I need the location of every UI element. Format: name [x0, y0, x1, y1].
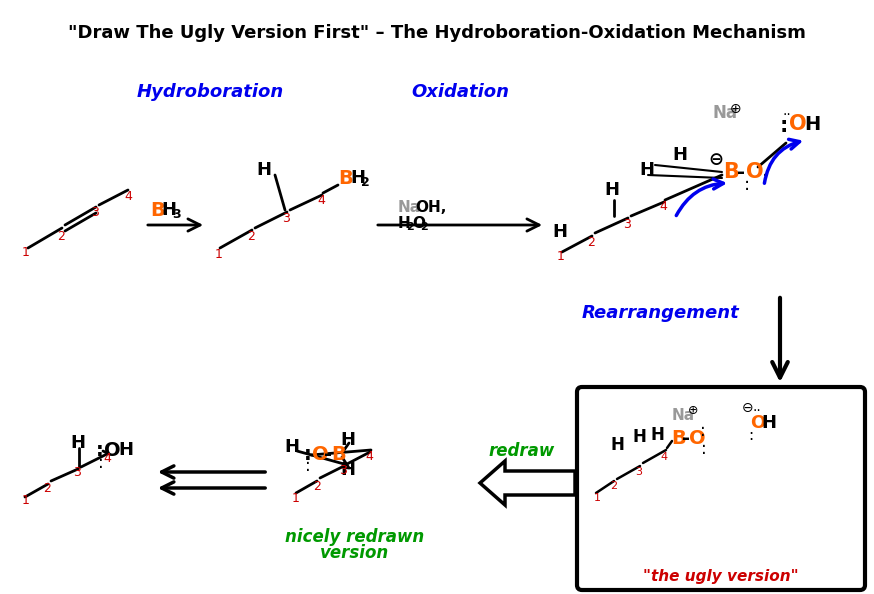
- Text: -: -: [324, 444, 332, 463]
- Text: 4: 4: [659, 201, 667, 213]
- Text: 2: 2: [43, 482, 51, 494]
- Text: :: :: [700, 422, 705, 440]
- Text: H: H: [651, 426, 665, 444]
- Text: :: :: [744, 176, 750, 194]
- Text: H: H: [605, 181, 620, 199]
- Text: :: :: [304, 444, 312, 463]
- Text: H: H: [341, 431, 356, 449]
- Text: OH,: OH,: [415, 201, 447, 216]
- Text: 2: 2: [247, 230, 255, 244]
- Text: 3: 3: [635, 467, 642, 477]
- Text: :: :: [98, 454, 104, 472]
- Text: H: H: [632, 428, 646, 446]
- Text: 2: 2: [610, 481, 617, 491]
- Text: ⊕: ⊕: [730, 102, 742, 116]
- Text: O: O: [746, 162, 764, 182]
- Text: ⊖: ⊖: [708, 151, 723, 169]
- Text: 2: 2: [420, 222, 427, 232]
- Text: 3: 3: [172, 207, 181, 220]
- Text: H: H: [640, 161, 655, 179]
- Text: B: B: [338, 169, 353, 188]
- Text: H: H: [118, 441, 133, 459]
- Text: redraw: redraw: [489, 442, 555, 460]
- Text: 3: 3: [91, 207, 99, 220]
- Text: :: :: [305, 457, 311, 475]
- Text: H: H: [350, 169, 365, 187]
- Text: O: O: [689, 428, 705, 447]
- Text: 1: 1: [594, 493, 601, 503]
- Text: version: version: [321, 544, 390, 562]
- Text: "the ugly version": "the ugly version": [643, 570, 799, 584]
- Text: 1: 1: [557, 251, 565, 264]
- Text: O: O: [789, 114, 807, 134]
- Text: 4: 4: [660, 452, 667, 462]
- Text: B: B: [331, 444, 346, 463]
- Text: 3: 3: [73, 466, 81, 479]
- FancyBboxPatch shape: [577, 387, 865, 590]
- Text: H: H: [256, 161, 272, 179]
- Text: Na: Na: [712, 104, 737, 122]
- Text: -: -: [737, 163, 745, 182]
- Text: B: B: [150, 201, 165, 220]
- Text: H: H: [341, 461, 356, 479]
- Text: H: H: [161, 201, 176, 219]
- Text: B: B: [671, 428, 686, 447]
- Text: H: H: [552, 223, 567, 241]
- Text: ..: ..: [783, 104, 792, 118]
- Text: 1: 1: [22, 247, 30, 260]
- Text: ⊕: ⊕: [688, 405, 698, 418]
- Text: Na: Na: [672, 407, 695, 422]
- Text: 4: 4: [103, 453, 111, 466]
- Text: 1: 1: [292, 491, 300, 504]
- Text: Hydroboration: Hydroboration: [136, 83, 284, 101]
- Text: H: H: [398, 216, 411, 232]
- Text: H: H: [71, 434, 86, 452]
- Text: Rearrangement: Rearrangement: [581, 304, 739, 322]
- Text: 3: 3: [282, 211, 290, 225]
- Text: :: :: [748, 428, 753, 444]
- Text: 3: 3: [623, 217, 631, 230]
- Text: 2: 2: [587, 235, 595, 248]
- Text: 2: 2: [313, 479, 321, 492]
- Text: O: O: [750, 414, 766, 432]
- Text: O: O: [312, 444, 329, 463]
- Text: :: :: [780, 116, 788, 136]
- Text: H: H: [610, 436, 624, 454]
- Text: :: :: [96, 441, 104, 460]
- Text: 3: 3: [339, 465, 347, 478]
- Text: ⊖: ⊖: [742, 401, 753, 415]
- Text: 4: 4: [365, 450, 373, 463]
- Text: H: H: [672, 146, 688, 164]
- Text: 4: 4: [124, 189, 132, 203]
- Text: nicely redrawn: nicely redrawn: [286, 528, 425, 546]
- Text: -: -: [682, 428, 690, 447]
- Text: ..: ..: [752, 400, 760, 414]
- Text: O: O: [412, 216, 425, 232]
- Text: :: :: [701, 440, 707, 458]
- Text: 2: 2: [361, 175, 370, 188]
- Polygon shape: [480, 461, 575, 505]
- Text: O: O: [104, 441, 121, 460]
- Text: H: H: [761, 414, 776, 432]
- Text: 4: 4: [317, 194, 325, 207]
- Text: Oxidation: Oxidation: [411, 83, 509, 101]
- Text: Na: Na: [398, 201, 421, 216]
- Text: :: :: [762, 169, 768, 187]
- Text: 2: 2: [57, 229, 65, 242]
- Text: H: H: [804, 115, 821, 134]
- Text: 2: 2: [406, 222, 413, 232]
- Text: "Draw The Ugly Version First" – The Hydroboration-Oxidation Mechanism: "Draw The Ugly Version First" – The Hydr…: [68, 24, 806, 42]
- Text: H: H: [285, 438, 300, 456]
- Text: 1: 1: [215, 248, 223, 261]
- Text: 1: 1: [22, 494, 30, 507]
- Text: B: B: [723, 162, 739, 182]
